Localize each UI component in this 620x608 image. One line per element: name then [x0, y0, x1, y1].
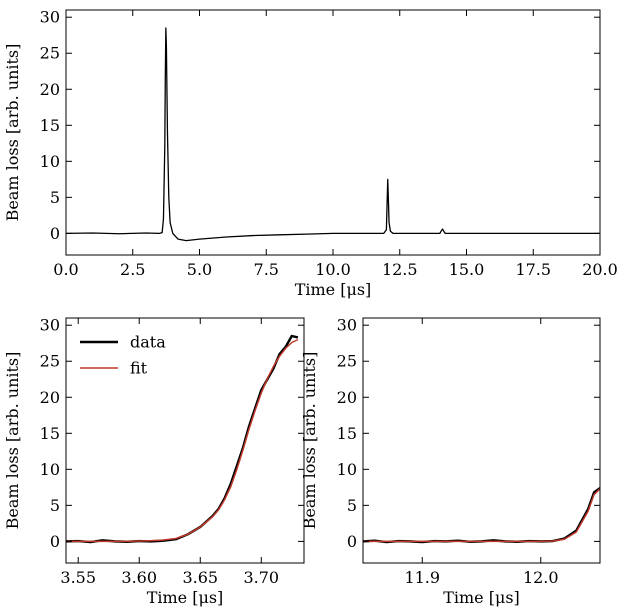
x-tick-label: 12.0: [523, 568, 559, 587]
y-tick-label: 30: [40, 316, 60, 335]
x-axis-label: Time [μs]: [295, 280, 372, 299]
y-tick-label: 25: [337, 352, 357, 371]
plot-frame: [65, 9, 601, 256]
y-tick-label: 20: [40, 80, 60, 99]
x-tick-label: 15.0: [449, 260, 485, 279]
series-line-series-0: [66, 27, 600, 242]
legend-label-fit: fit: [130, 359, 148, 378]
y-tick-label: 5: [347, 496, 357, 515]
y-tick-label: 5: [50, 496, 60, 515]
x-tick-label: 3.65: [182, 568, 218, 587]
legend: data fit: [80, 333, 166, 378]
series-line-data: [363, 487, 600, 544]
x-tick-label: 12.5: [382, 260, 418, 279]
y-tick-label: 0: [50, 224, 60, 243]
plot-frame: [362, 317, 601, 564]
y-tick-label: 10: [40, 460, 60, 479]
x-tick-label: 2.5: [120, 260, 145, 279]
y-tick-label: 30: [40, 8, 60, 27]
x-tick-label: 5.0: [187, 260, 212, 279]
legend-label-data: data: [130, 333, 166, 352]
y-tick-label: 10: [40, 152, 60, 171]
x-tick-label: 3.60: [121, 568, 157, 587]
series-line-fit: [363, 488, 600, 543]
y-tick-label: 20: [337, 388, 357, 407]
y-tick-label: 0: [50, 532, 60, 551]
y-tick-label: 10: [337, 460, 357, 479]
x-tick-label: 10.0: [315, 260, 351, 279]
y-tick-label: 0: [347, 532, 357, 551]
x-tick-label: 0.0: [53, 260, 78, 279]
y-tick-label: 15: [337, 424, 357, 443]
x-tick-label: 7.5: [254, 260, 279, 279]
x-tick-label: 17.5: [515, 260, 551, 279]
x-axis-label: Time [μs]: [147, 588, 224, 607]
chart-panel-bottom-right: 11.9 12.0 0 5 10 15 20 25 30 Time [μs] Beam loss […: [300, 316, 601, 607]
y-tick-label: 15: [40, 116, 60, 135]
x-tick-label: 3.55: [60, 568, 96, 587]
y-tick-label: 25: [40, 352, 60, 371]
series-line-fit: [66, 338, 299, 543]
y-tick-label: 30: [337, 316, 357, 335]
x-tick-label: 3.70: [243, 568, 279, 587]
y-tick-label: 25: [40, 44, 60, 63]
x-axis-label: Time [μs]: [443, 588, 520, 607]
plot-frame: [65, 317, 305, 564]
chart-panel-top: 0.0 2.5 5.0 7.5 10.0 12.5 15.0 17.5 20.0 0 5 10 15 20…: [3, 8, 618, 299]
x-tick-label: 11.9: [404, 568, 440, 587]
y-tick-label: 5: [50, 188, 60, 207]
y-tick-label: 20: [40, 388, 60, 407]
y-axis-label: Beam loss [arb. units]: [300, 352, 319, 530]
y-axis-label: Beam loss [arb. units]: [3, 44, 22, 222]
chart-panel-bottom-left: 3.55 3.60 3.65 3.70 0 5 10 15 20 25 30 Time [μs] Bea…: [3, 316, 305, 607]
x-tick-label: 20.0: [582, 260, 618, 279]
y-axis-label: Beam loss [arb. units]: [3, 352, 22, 530]
series-line-data: [66, 334, 299, 544]
y-tick-label: 15: [40, 424, 60, 443]
